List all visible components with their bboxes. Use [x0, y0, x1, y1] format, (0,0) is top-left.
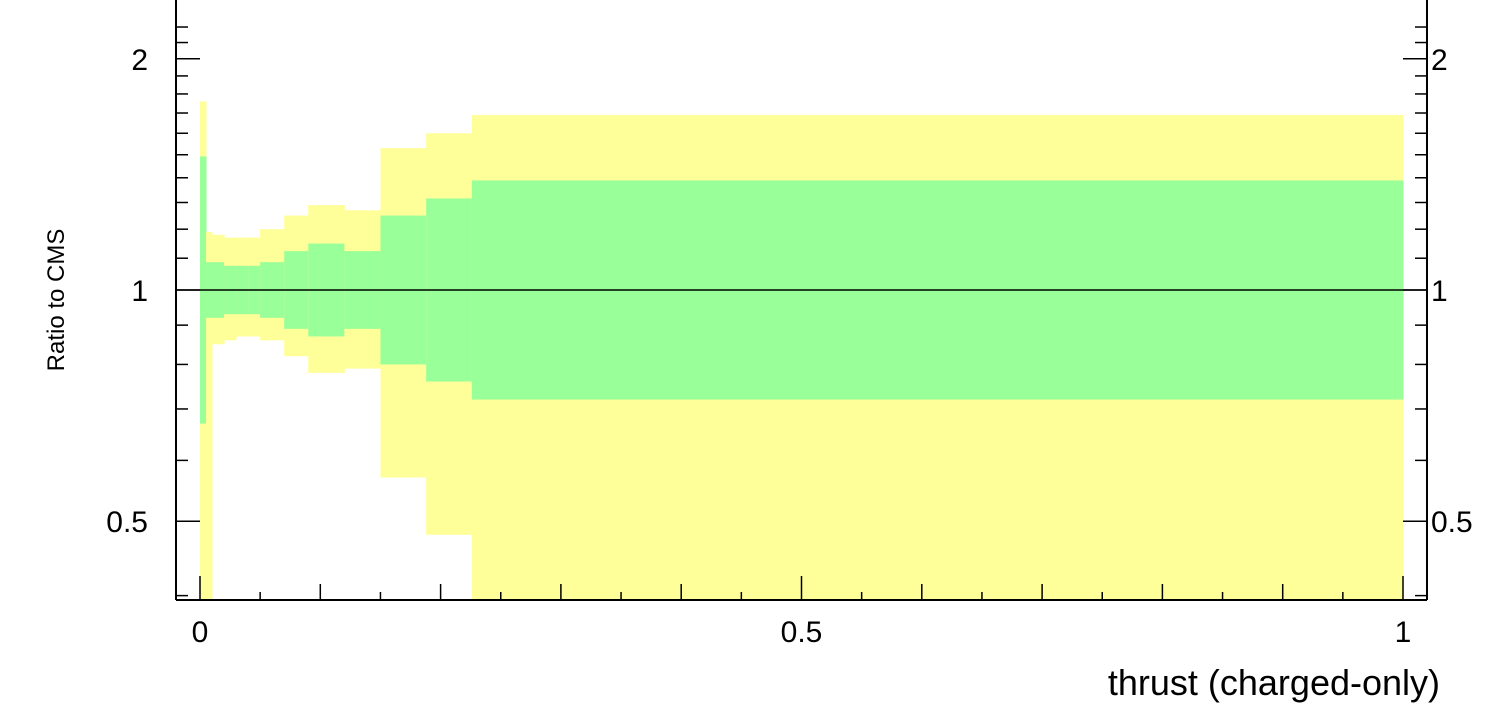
- outer-band-bin: [206, 231, 213, 601]
- uncertainty-bands: [200, 101, 1404, 601]
- x-tick-label: 0: [192, 616, 209, 649]
- y-tick-label-left: 1: [131, 275, 148, 308]
- x-tick-label: 1: [1395, 616, 1412, 649]
- y-tick-label-right: 0.5: [1431, 506, 1473, 539]
- x-tick-label: 0.5: [781, 616, 823, 649]
- y-tick-label-right: 1: [1431, 275, 1448, 308]
- y-tick-label-right: 2: [1431, 44, 1448, 77]
- tick-labels: 0 0.5 1 0.5 0.5 1 1 2 2: [106, 44, 1472, 649]
- y-tick-label-left: 2: [131, 44, 148, 77]
- axis-ticks: [176, 26, 1427, 600]
- y-tick-label-left: 0.5: [106, 506, 148, 539]
- y-axis-title: Ratio to CMS: [43, 229, 70, 372]
- x-axis-title: thrust (charged-only): [1108, 662, 1440, 703]
